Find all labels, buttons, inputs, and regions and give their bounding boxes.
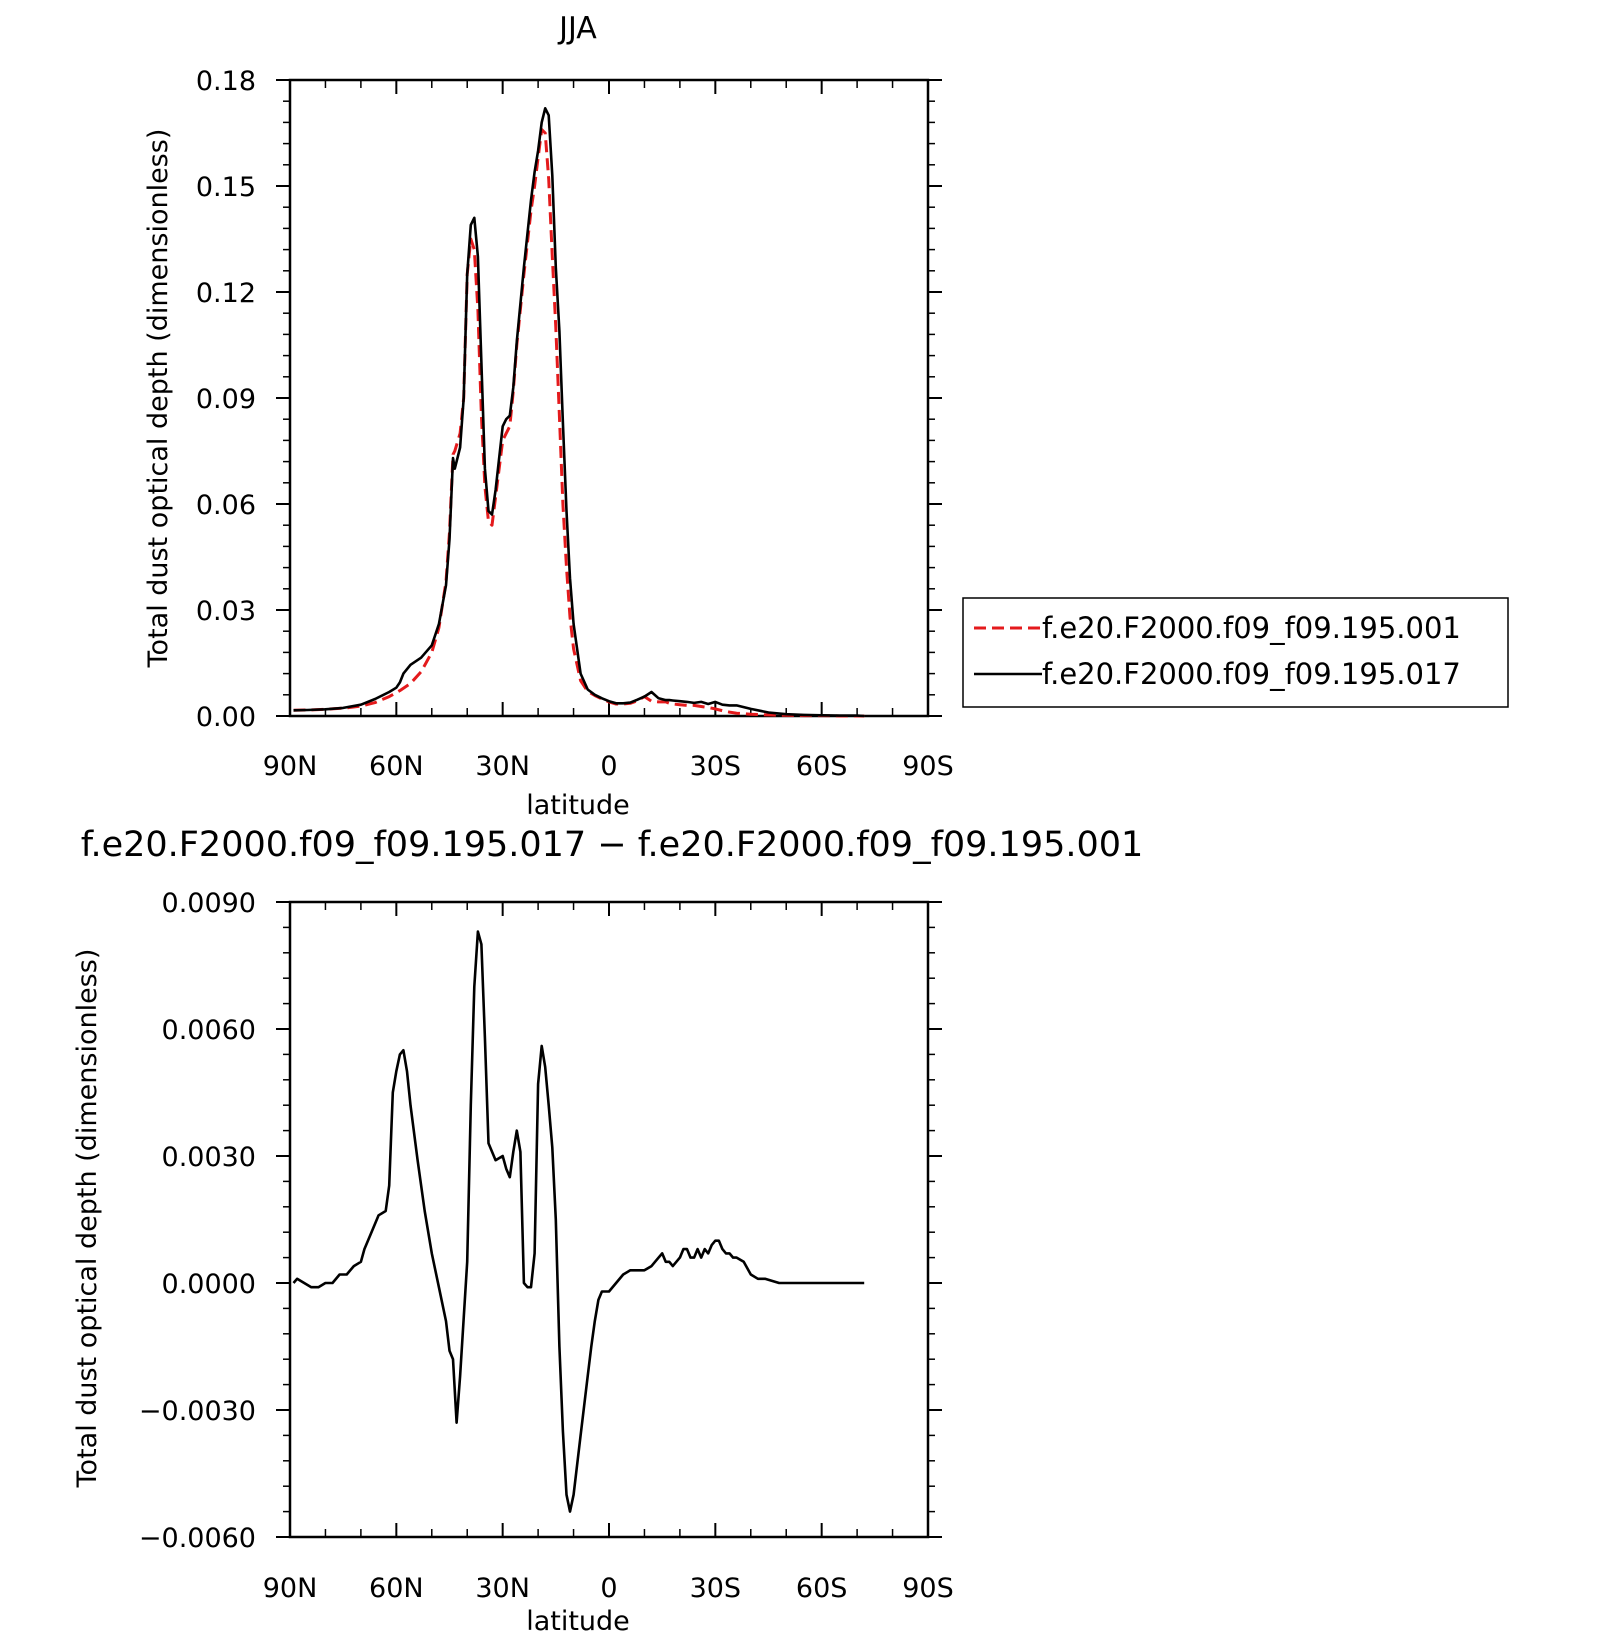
y-tick-label: 0.06 [196, 490, 256, 521]
y-tick-label: 0.09 [196, 384, 256, 415]
bottom-x-axis-label: latitude [526, 1606, 630, 1635]
bottom-panel: f.e20.F2000.f09_f09.195.017 − f.e20.F200… [72, 825, 1143, 1635]
x-tick-label: 60N [369, 751, 424, 782]
top-x-axis-label: latitude [526, 790, 630, 821]
x-tick-label: 60S [796, 751, 848, 782]
x-tick-label: 90S [902, 751, 954, 782]
y-tick-label: 0.0030 [162, 1142, 256, 1173]
x-tick-label: 90N [263, 751, 318, 782]
top-chart-title: JJA [557, 11, 597, 46]
y-tick-label: 0.18 [196, 66, 256, 97]
bottom-y-axis-label: Total dust optical depth (dimensionless) [72, 949, 103, 1489]
bottom-chart-title: f.e20.F2000.f09_f09.195.017 − f.e20.F200… [81, 825, 1144, 865]
top-y-axis-label: Total dust optical depth (dimensionless) [143, 129, 174, 669]
x-tick-label: 90N [263, 1573, 318, 1604]
x-tick-label: 30N [475, 1573, 530, 1604]
y-tick-label: 0.0000 [162, 1269, 256, 1300]
top-panel: JJA 90N 60N 30N 0 30S 60S 90S 0.00 0.03 0.06 0.09 0… [143, 11, 1509, 821]
x-tick-label: 30S [690, 751, 742, 782]
y-tick-label: −0.0060 [139, 1523, 256, 1554]
y-tick-label: 0.00 [196, 702, 256, 733]
legend-label-001: f.e20.F2000.f09_f09.195.001 [1042, 611, 1461, 645]
x-tick-label: 60S [796, 1573, 848, 1604]
series-line-0-0 [293, 128, 865, 718]
y-tick-label: 0.03 [196, 596, 256, 627]
legend-box [962, 597, 1509, 708]
x-tick-label: 30S [690, 1573, 742, 1604]
series-line-0-1 [293, 107, 865, 718]
series-line-1-0 [292, 930, 865, 1513]
x-tick-label: 90S [902, 1573, 954, 1604]
legend: f.e20.F2000.f09_f09.195.001 f.e20.F2000.… [962, 597, 1509, 708]
x-tick-label: 0 [600, 1573, 617, 1604]
bottom-plot-area: 90N 60N 30N 0 30S 60S 90S −0.0060 −0.0030 0.0000 0… [139, 888, 954, 1604]
y-tick-label: 0.12 [196, 278, 256, 309]
plot-frame [288, 900, 930, 1539]
y-tick-label: 0.15 [196, 172, 256, 203]
plot-frame [288, 78, 930, 718]
y-tick-label: 0.0090 [162, 888, 256, 919]
y-tick-label: 0.0060 [162, 1015, 256, 1046]
x-tick-label: 30N [475, 751, 530, 782]
x-tick-label: 0 [600, 751, 617, 782]
y-tick-label: −0.0030 [139, 1396, 256, 1427]
x-tick-label: 60N [369, 1573, 424, 1604]
legend-label-017: f.e20.F2000.f09_f09.195.017 [1042, 657, 1461, 691]
top-plot-area: 90N 60N 30N 0 30S 60S 90S 0.00 0.03 0.06 0.09 0.12 0… [196, 66, 954, 782]
